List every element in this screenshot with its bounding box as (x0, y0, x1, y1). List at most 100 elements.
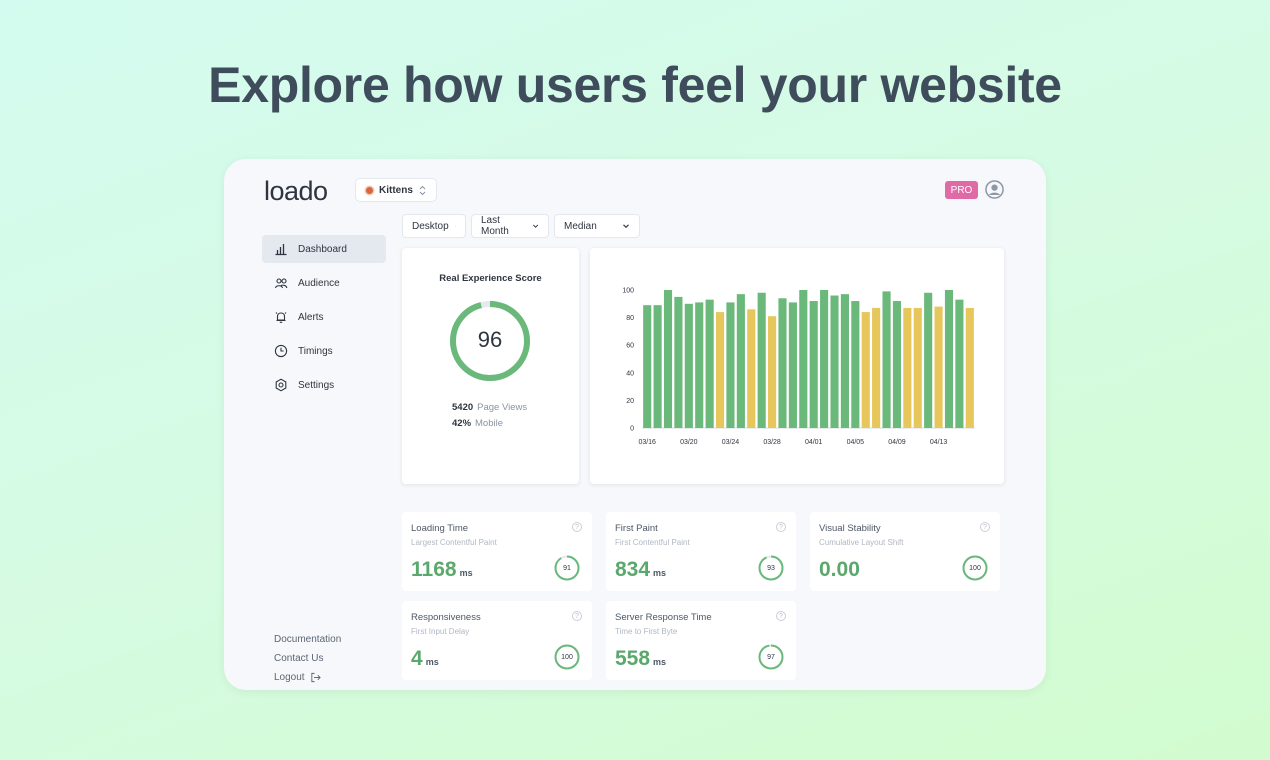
logout-icon (310, 672, 321, 683)
help-icon[interactable]: ? (776, 522, 786, 532)
metric-card-loading-time: Loading Time Largest Contentful Paint ? … (402, 512, 592, 591)
chart-bar[interactable] (674, 296, 683, 428)
x-tick-label: 04/09 (888, 439, 906, 446)
chart-bar[interactable] (944, 290, 954, 428)
score-card-title: Real Experience Score (439, 273, 542, 284)
chart-bar[interactable] (882, 291, 891, 428)
sidebar-item-dashboard[interactable]: Dashboard (262, 235, 386, 263)
help-icon[interactable]: ? (572, 522, 582, 532)
metric-score: 97 (767, 653, 775, 661)
chart-bar[interactable] (830, 295, 839, 428)
headline: Explore how users feel your website (208, 57, 1062, 113)
chart-bar[interactable] (778, 298, 787, 428)
device-filter[interactable]: Desktop (402, 214, 466, 238)
sidebar-item-label: Alerts (298, 311, 324, 323)
chart-bar[interactable] (736, 294, 745, 428)
chart-bar[interactable] (715, 312, 725, 428)
logout-link[interactable]: Logout (274, 668, 341, 687)
metric-card-visual-stability: Visual Stability Cumulative Layout Shift… (810, 512, 1000, 591)
chart-bar[interactable] (965, 307, 974, 428)
metric-card-responsiveness: Responsiveness First Input Delay ? 4 ms 1… (402, 601, 592, 680)
chart-bar[interactable] (903, 307, 912, 428)
documentation-link[interactable]: Documentation (274, 634, 342, 645)
x-tick-label: 04/01 (805, 439, 823, 446)
x-tick-label: 03/28 (763, 439, 781, 446)
metric-score-ring (962, 555, 988, 581)
metric-value: 558 ms (615, 647, 666, 671)
aggregation-filter[interactable]: Median (554, 214, 640, 238)
contact-us-link[interactable]: Contact Us (274, 653, 324, 664)
chart-bar[interactable] (799, 290, 808, 428)
metric-value: 834 ms (615, 558, 666, 582)
sidebar-item-label: Audience (298, 277, 340, 289)
clock-icon (274, 344, 288, 358)
chart-bar[interactable] (788, 302, 797, 428)
sidebar-item-timings[interactable]: Timings (262, 337, 386, 365)
chart-bar[interactable] (840, 294, 849, 428)
metric-score-ring (758, 555, 784, 581)
chart-bar[interactable] (643, 305, 652, 428)
user-avatar-icon[interactable] (985, 180, 1004, 199)
chart-bar[interactable] (768, 316, 777, 428)
chart-bar[interactable] (757, 292, 766, 428)
chart-bar[interactable] (924, 292, 933, 428)
chart-bar[interactable] (892, 301, 902, 428)
chart-bar[interactable] (861, 312, 870, 428)
metric-score: 100 (969, 564, 981, 572)
chart-bar[interactable] (934, 306, 943, 428)
x-tick-label: 03/20 (680, 439, 698, 446)
sidebar-item-audience[interactable]: Audience (262, 269, 386, 297)
chart-bar[interactable] (747, 309, 756, 428)
chart-bar[interactable] (653, 305, 662, 428)
site-selector[interactable]: Kittens (355, 178, 437, 202)
sidebar-item-settings[interactable]: Settings (262, 371, 386, 399)
chart-bar[interactable] (705, 299, 714, 428)
chart-bar[interactable] (695, 302, 704, 428)
sidebar-nav: Dashboard Audience Alerts Timings Settin… (262, 235, 386, 405)
chart-bar[interactable] (684, 303, 693, 428)
metric-card-server-response-time: Server Response Time Time to First Byte … (606, 601, 796, 680)
help-icon[interactable]: ? (572, 611, 582, 621)
metric-subtitle: Time to First Byte (615, 627, 678, 636)
chart-bar[interactable] (809, 301, 818, 428)
mobile-label: Mobile (475, 418, 504, 429)
x-tick-label: 03/24 (722, 439, 740, 446)
metric-value: 1168 ms (411, 558, 473, 582)
help-icon[interactable]: ? (776, 611, 786, 621)
chart-bar[interactable] (913, 307, 922, 428)
chart-bar[interactable] (955, 299, 964, 428)
aggregation-filter-value: Median (564, 220, 597, 232)
chart-bar[interactable] (726, 302, 735, 428)
site-selector-label: Kittens (379, 184, 413, 196)
period-filter-value: Last Month (481, 215, 509, 237)
metric-subtitle: First Input Delay (411, 627, 470, 636)
period-filter[interactable]: Last Month (471, 214, 549, 238)
chart-bar[interactable] (820, 290, 829, 428)
mobile-value: 42% (452, 418, 472, 429)
metric-title: First Paint (615, 523, 658, 534)
app-window: loado Kittens PRO Dashboard Audience Ale… (224, 159, 1046, 690)
y-tick-label: 100 (622, 288, 634, 295)
site-status-dot (366, 186, 373, 194)
app-logo[interactable]: loado (264, 176, 328, 206)
chart-bar[interactable] (851, 301, 860, 428)
score-ring (450, 301, 530, 381)
y-tick-label: 0 (630, 426, 634, 433)
metric-unit: ms (653, 657, 667, 667)
chart-bar[interactable] (663, 290, 673, 428)
metric-title: Server Response Time (615, 612, 712, 623)
mobile-stat: 42% Mobile (452, 418, 503, 429)
sidebar-footer: Documentation Contact Us Logout (274, 630, 341, 687)
help-icon[interactable]: ? (980, 522, 990, 532)
metric-score-ring (758, 644, 784, 670)
chart-bar[interactable] (872, 307, 881, 428)
y-tick-label: 20 (626, 398, 634, 405)
metric-number: 4 (411, 647, 423, 670)
metric-number: 1168 (411, 558, 457, 581)
metric-value: 4 ms (411, 647, 439, 671)
score-card: Real Experience Score 96 5420 Page Views … (402, 248, 579, 484)
metric-score-ring (554, 555, 580, 581)
chevron-down-icon (532, 224, 538, 228)
metric-title: Visual Stability (819, 523, 881, 534)
sidebar-item-alerts[interactable]: Alerts (262, 303, 386, 331)
